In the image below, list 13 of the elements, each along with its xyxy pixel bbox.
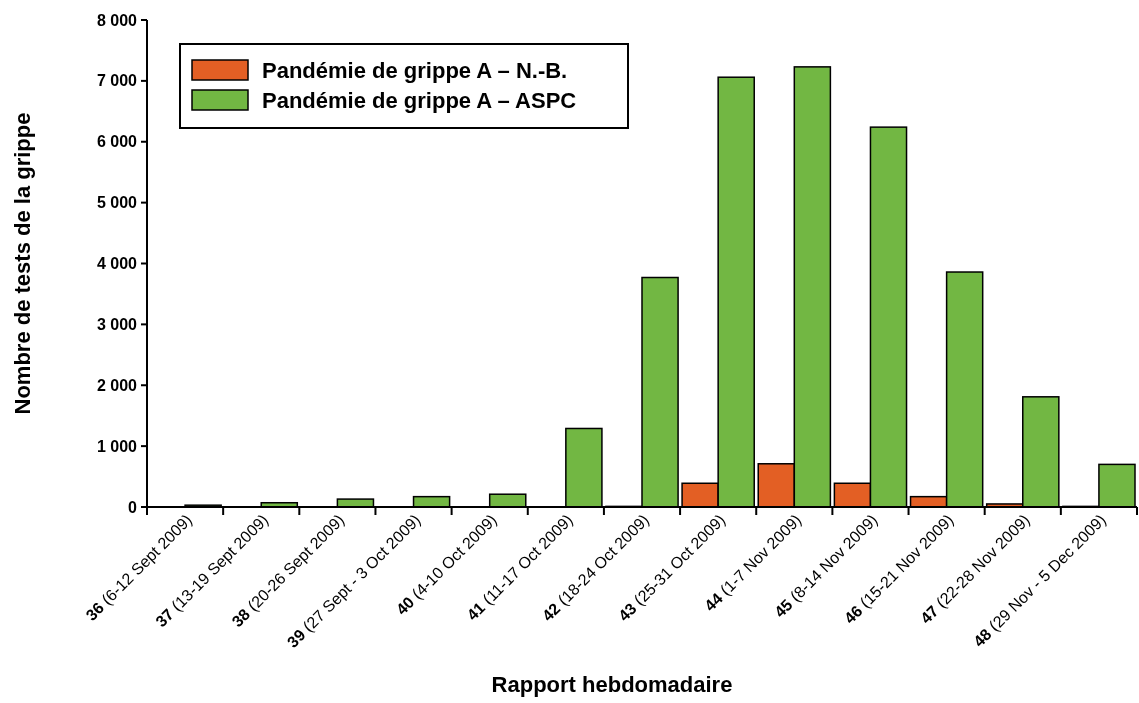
y-tick-label: 6 000 bbox=[96, 133, 138, 151]
y-tick-label: 7 000 bbox=[96, 72, 138, 90]
y-tick-label: 3 000 bbox=[96, 315, 138, 333]
legend-label: Pandémie de grippe A – N.-B. bbox=[262, 57, 568, 83]
y-tick-label: 8 000 bbox=[96, 11, 138, 29]
y-tick-label: 4 000 bbox=[96, 255, 138, 273]
y-tick-label: 2 000 bbox=[96, 376, 138, 394]
y-tick-label: 1 000 bbox=[96, 437, 138, 455]
x-axis-title: Rapport hebdomadaire bbox=[491, 672, 733, 697]
y-axis-title: Nombre de tests de la grippe bbox=[10, 112, 35, 415]
y-tick-label: 0 bbox=[128, 498, 138, 516]
y-tick-label: 5 000 bbox=[96, 194, 138, 212]
legend-label: Pandémie de grippe A – ASPC bbox=[262, 87, 577, 113]
